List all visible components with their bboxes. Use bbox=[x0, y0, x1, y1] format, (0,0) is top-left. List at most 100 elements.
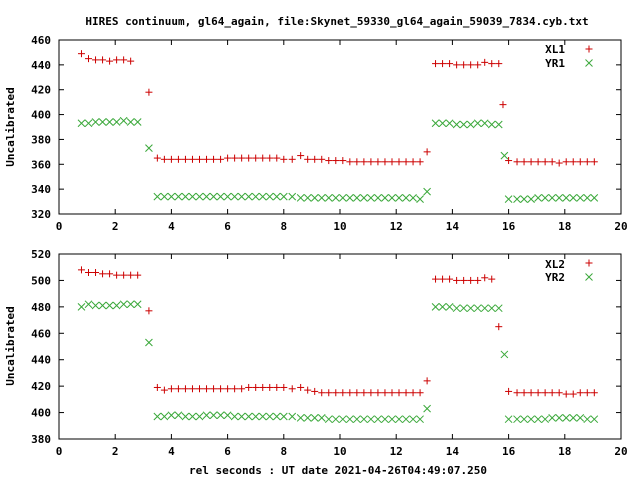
data-point-xl2 bbox=[188, 385, 196, 393]
data-point-xl1 bbox=[85, 55, 93, 63]
data-point-yr1 bbox=[423, 187, 431, 196]
data-point-xl2 bbox=[569, 390, 577, 398]
data-point-yr2 bbox=[555, 414, 564, 422]
top-data-marks bbox=[77, 50, 599, 203]
data-point-xl2 bbox=[460, 276, 468, 284]
y-tick-label: 340 bbox=[31, 183, 51, 196]
data-point-xl2 bbox=[576, 389, 584, 397]
data-point-xl2 bbox=[231, 385, 239, 393]
data-point-yr1 bbox=[562, 193, 571, 202]
y-tick-label: 400 bbox=[31, 109, 51, 122]
data-point-yr2 bbox=[576, 414, 585, 422]
data-point-xl1 bbox=[311, 155, 319, 163]
data-point-yr2 bbox=[487, 304, 496, 313]
data-point-xl2 bbox=[583, 389, 591, 397]
data-point-yr2 bbox=[402, 415, 410, 424]
y-tick-label: 420 bbox=[31, 84, 51, 97]
data-point-yr2 bbox=[590, 415, 599, 424]
data-point-yr1 bbox=[324, 193, 333, 202]
data-point-yr1 bbox=[126, 118, 135, 126]
data-point-yr2 bbox=[174, 411, 183, 420]
data-point-yr1 bbox=[431, 119, 440, 128]
data-point-yr2 bbox=[167, 411, 176, 420]
data-point-yr2 bbox=[494, 304, 503, 313]
data-point-xl2 bbox=[541, 389, 549, 397]
data-point-yr2 bbox=[244, 412, 253, 421]
data-point-yr2 bbox=[324, 415, 333, 424]
data-point-xl1 bbox=[513, 158, 521, 166]
data-point-yr2 bbox=[84, 300, 93, 309]
x-tick-label: 6 bbox=[224, 445, 231, 458]
x-tick-label: 18 bbox=[558, 445, 571, 458]
data-point-yr1 bbox=[237, 192, 246, 201]
data-point-yr1 bbox=[381, 193, 389, 202]
data-point-yr2 bbox=[480, 304, 489, 313]
data-point-yr1 bbox=[279, 192, 288, 201]
y-tick-label: 400 bbox=[31, 407, 51, 420]
top-y-axis-label: Uncalibrated bbox=[4, 87, 17, 166]
data-point-xl2 bbox=[555, 389, 563, 397]
data-point-yr1 bbox=[265, 192, 274, 201]
data-point-xl1 bbox=[238, 154, 246, 162]
data-point-xl1 bbox=[374, 158, 382, 166]
data-point-yr2 bbox=[438, 303, 447, 311]
data-point-xl1 bbox=[402, 158, 410, 166]
y-tick-label: 380 bbox=[31, 433, 51, 446]
legend-label-xl1: XL1 bbox=[545, 43, 565, 56]
data-point-xl1 bbox=[280, 155, 288, 163]
data-point-xl1 bbox=[495, 60, 503, 68]
data-point-xl2 bbox=[160, 386, 168, 394]
data-point-xl2 bbox=[297, 383, 305, 391]
y-tick-label: 440 bbox=[31, 59, 51, 72]
data-point-yr1 bbox=[360, 193, 368, 202]
data-point-xl1 bbox=[416, 158, 424, 166]
data-point-yr2 bbox=[195, 412, 204, 421]
bottom-y-ticks: 380 400 420 440 460 480 500 520 bbox=[31, 248, 621, 446]
data-point-yr2 bbox=[310, 414, 319, 422]
data-point-xl1 bbox=[527, 158, 535, 166]
data-point-xl1 bbox=[325, 157, 333, 165]
data-point-xl1 bbox=[381, 158, 389, 166]
data-point-xl1 bbox=[332, 157, 340, 165]
data-point-xl1 bbox=[520, 158, 528, 166]
x-tick-label: 14 bbox=[446, 445, 460, 458]
x-axis-label: rel seconds : UT date 2021-04-26T04:49:0… bbox=[189, 464, 487, 477]
data-point-xl2 bbox=[432, 275, 440, 283]
data-point-yr2 bbox=[202, 411, 211, 420]
data-point-xl1 bbox=[453, 61, 461, 69]
data-point-xl1 bbox=[583, 158, 591, 166]
data-point-yr1 bbox=[367, 193, 375, 202]
data-point-xl1 bbox=[353, 158, 361, 166]
data-point-xl2 bbox=[346, 389, 354, 397]
data-point-yr1 bbox=[119, 116, 128, 125]
data-point-yr1 bbox=[409, 193, 417, 202]
data-point-xl2 bbox=[181, 385, 189, 393]
data-point-xl1 bbox=[99, 56, 107, 64]
data-point-xl2 bbox=[520, 389, 528, 397]
data-point-xl2 bbox=[325, 389, 333, 397]
data-point-xl1 bbox=[259, 154, 267, 162]
data-point-yr1 bbox=[288, 192, 297, 201]
data-point-yr2 bbox=[145, 338, 153, 347]
data-point-xl2 bbox=[238, 385, 246, 393]
data-point-yr2 bbox=[445, 303, 454, 311]
data-point-yr1 bbox=[258, 192, 267, 201]
data-point-xl2 bbox=[174, 385, 182, 393]
data-point-yr1 bbox=[317, 193, 326, 202]
data-point-yr2 bbox=[513, 415, 521, 424]
data-point-xl1 bbox=[360, 158, 368, 166]
data-point-xl2 bbox=[467, 276, 475, 284]
data-point-yr1 bbox=[145, 144, 153, 152]
data-point-xl1 bbox=[499, 101, 507, 109]
data-point-yr1 bbox=[181, 192, 190, 201]
data-point-xl1 bbox=[590, 158, 598, 166]
data-point-yr2 bbox=[133, 300, 142, 309]
data-point-xl1 bbox=[576, 158, 584, 166]
data-point-xl2 bbox=[217, 385, 225, 393]
top-y-ticks: 320 340 360 380 400 420 440 460 bbox=[31, 34, 621, 221]
data-point-xl2 bbox=[534, 389, 542, 397]
data-point-xl2 bbox=[252, 383, 260, 391]
data-point-xl1 bbox=[273, 154, 281, 162]
data-point-xl1 bbox=[318, 155, 326, 163]
data-point-xl1 bbox=[92, 56, 100, 64]
